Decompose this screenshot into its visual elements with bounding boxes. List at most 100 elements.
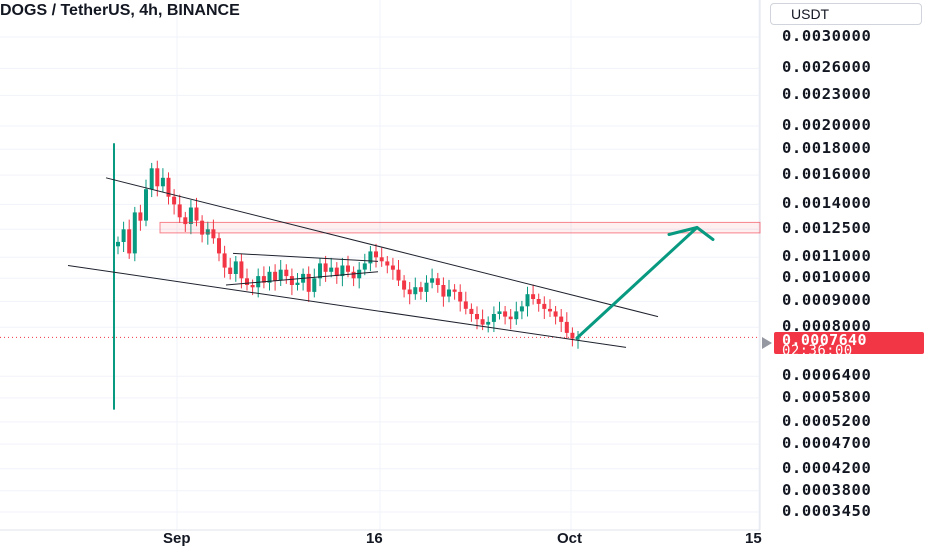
price-axis-label: 0.0010000	[782, 268, 872, 287]
candle-body	[430, 278, 435, 283]
candle-body	[497, 311, 502, 314]
candle-body	[329, 267, 334, 272]
candle-body	[536, 299, 541, 304]
price-marker-arrow	[762, 337, 772, 349]
price-axis-label: 0.0009000	[782, 291, 872, 310]
candle-body	[463, 301, 468, 309]
candle-body	[368, 251, 373, 264]
candle-body	[458, 291, 463, 302]
candle-body	[200, 220, 205, 235]
candle-body	[503, 311, 508, 317]
candle-body	[531, 294, 536, 299]
candle-body	[144, 189, 148, 221]
price-axis-label: 0.0018000	[782, 139, 872, 158]
candle-body	[205, 229, 210, 235]
candle-body	[211, 229, 216, 239]
candle-body	[514, 311, 519, 320]
price-axis-label: 0.0005200	[782, 411, 872, 430]
price-axis-label: 0.0026000	[782, 58, 872, 77]
candle-body	[166, 177, 171, 197]
current-price-value: 0.0007640	[782, 331, 867, 349]
candle-body	[306, 273, 311, 292]
candle-body	[469, 308, 474, 314]
candle-body	[250, 285, 255, 288]
candle-body	[318, 263, 322, 279]
candle-body	[480, 319, 485, 325]
price-axis-label: 0.0003800	[782, 480, 872, 499]
price-axis-label: 0.0011000	[782, 247, 872, 266]
candle-body	[548, 308, 552, 312]
grid-lines	[0, 0, 760, 530]
candle-body	[570, 332, 575, 339]
chart-title: DOGS / TetherUS, 4h, BINANCE	[0, 2, 240, 19]
projection-arrow	[575, 226, 699, 340]
candle-body	[194, 207, 199, 221]
candle-body	[155, 168, 160, 187]
drawings-layer[interactable]	[0, 177, 761, 348]
candle-body	[278, 269, 283, 281]
candle-body	[402, 280, 407, 290]
candle-body	[407, 289, 412, 295]
resistance-zone	[159, 221, 761, 234]
candle-body	[340, 265, 345, 277]
candle-body	[525, 294, 530, 307]
candle-body	[559, 316, 564, 322]
price-axis-label: 0.0004200	[782, 458, 872, 477]
candle-body	[138, 212, 143, 221]
price-axis-label: 0.0023000	[782, 85, 872, 104]
candle-body	[312, 278, 317, 292]
candle-body	[177, 204, 182, 218]
candle-body	[447, 289, 451, 297]
candle-body	[289, 276, 294, 285]
candle-body	[519, 306, 524, 312]
current-price-badge: 0.0007640 02:36:00	[774, 331, 924, 359]
price-axis-label: 0.0014000	[782, 194, 872, 213]
price-axis-label: 0.0004700	[782, 434, 872, 453]
candle-body	[374, 251, 378, 258]
candle-body	[413, 287, 418, 295]
currency-button[interactable]: USDT	[770, 3, 922, 25]
candle-body	[508, 316, 513, 320]
time-axis-label: 16	[366, 530, 383, 547]
candles-layer	[113, 143, 580, 410]
candle-body	[261, 276, 266, 283]
candle-body	[334, 267, 339, 277]
candle-body	[486, 321, 491, 325]
candle-body	[542, 303, 547, 309]
candle-body	[441, 285, 446, 297]
bar-countdown: 02:36:00	[782, 343, 853, 359]
candle-body	[379, 257, 384, 262]
projection-arrowhead	[667, 226, 715, 241]
candle-body	[172, 196, 177, 205]
time-axis-label: Oct	[557, 530, 583, 547]
price-axis-label: 0.0006400	[782, 366, 872, 385]
candle-body	[149, 168, 154, 190]
candle-body	[160, 177, 165, 187]
candle-body	[396, 269, 401, 281]
price-axis-label: 0.0003450	[782, 502, 872, 520]
candle-body	[284, 269, 289, 277]
time-axis-label: 15	[745, 530, 762, 547]
candle-body	[188, 207, 193, 224]
candle-body	[245, 278, 249, 285]
candle-body	[222, 253, 227, 268]
channel-lower-trendline	[225, 271, 379, 286]
candle-body	[435, 278, 440, 285]
channel-upper-trendline	[232, 252, 379, 262]
candle-body	[553, 311, 558, 317]
candle-body	[183, 217, 188, 225]
candle-body	[357, 269, 362, 279]
candle-body	[346, 265, 350, 272]
candle-body	[127, 229, 132, 254]
candle-body	[390, 265, 395, 270]
candle-body	[564, 321, 569, 333]
price-axis-label: 0.0020000	[782, 116, 872, 134]
candle-body	[233, 261, 238, 274]
candle-body	[121, 229, 126, 242]
candle-body	[116, 241, 120, 247]
price-axis-label: 0.0016000	[782, 165, 872, 184]
price-axis-label: 0.0012500	[782, 219, 872, 238]
time-axis-label: Sep	[163, 530, 191, 547]
candle-body	[267, 271, 272, 283]
